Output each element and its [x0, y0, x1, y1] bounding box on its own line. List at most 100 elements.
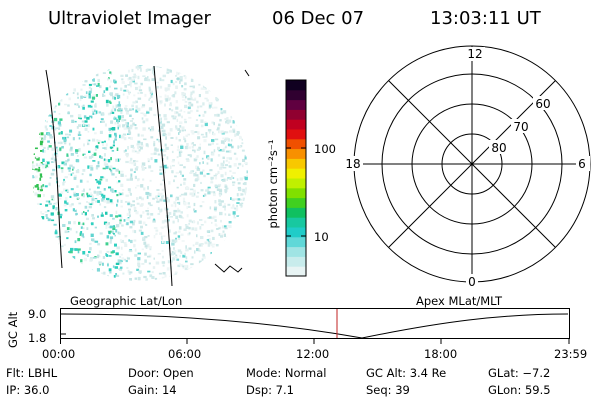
image-pixel	[181, 85, 184, 88]
image-pixel	[22, 123, 24, 125]
image-pixel	[173, 273, 176, 276]
image-pixel	[216, 79, 219, 82]
image-pixel	[252, 271, 254, 274]
image-pixel	[226, 280, 229, 281]
image-pixel	[198, 244, 202, 247]
image-pixel	[102, 262, 104, 266]
image-pixel	[183, 181, 186, 186]
image-pixel	[35, 85, 39, 87]
image-pixel	[65, 261, 69, 264]
image-pixel	[95, 73, 99, 77]
image-pixel	[160, 226, 164, 229]
image-pixel	[181, 115, 183, 119]
image-pixel	[233, 60, 235, 62]
image-pixel	[250, 286, 253, 288]
image-pixel	[136, 151, 140, 154]
image-pixel	[157, 195, 160, 198]
image-pixel	[173, 201, 177, 204]
image-pixel	[228, 270, 232, 273]
image-pixel	[188, 101, 192, 106]
image-pixel	[172, 276, 175, 279]
image-pixel	[229, 157, 232, 160]
image-pixel	[162, 272, 166, 275]
image-pixel	[213, 174, 217, 177]
image-pixel	[232, 120, 235, 124]
image-pixel	[127, 146, 129, 150]
image-pixel	[195, 171, 197, 174]
image-pixel	[113, 79, 116, 83]
image-pixel	[134, 277, 137, 280]
image-pixel	[78, 148, 81, 152]
image-pixel	[35, 77, 39, 81]
image-pixel	[242, 158, 246, 162]
image-pixel	[134, 167, 138, 171]
image-pixel	[232, 74, 234, 76]
image-pixel	[72, 256, 76, 260]
image-pixel	[244, 109, 248, 112]
image-pixel	[84, 127, 88, 131]
image-pixel	[129, 283, 131, 286]
image-pixel	[45, 242, 48, 245]
image-pixel	[90, 233, 94, 237]
image-pixel	[115, 158, 118, 162]
image-pixel	[135, 100, 138, 104]
image-pixel	[247, 138, 248, 141]
image-pixel	[32, 271, 33, 275]
image-pixel	[26, 214, 29, 217]
image-pixel	[246, 89, 248, 91]
image-pixel	[255, 231, 257, 234]
image-pixel	[226, 243, 230, 246]
image-pixel	[219, 189, 223, 193]
image-pixel	[145, 118, 149, 122]
image-pixel	[232, 88, 235, 92]
image-pixel	[42, 184, 45, 187]
image-pixel	[125, 111, 129, 115]
image-pixel	[192, 244, 195, 247]
image-pixel	[23, 217, 26, 219]
image-pixel	[116, 283, 119, 285]
image-pixel	[255, 121, 257, 124]
image-pixel	[186, 159, 190, 162]
image-pixel	[180, 183, 182, 186]
image-pixel	[60, 191, 64, 195]
image-pixel	[87, 130, 90, 133]
image-pixel	[189, 172, 193, 174]
image-pixel	[23, 105, 26, 107]
image-pixel	[137, 262, 141, 267]
image-pixel	[86, 69, 89, 72]
image-pixel	[42, 245, 45, 248]
image-pixel	[236, 215, 240, 217]
image-pixel	[228, 249, 231, 252]
image-pixel	[224, 184, 227, 186]
image-pixel	[210, 191, 214, 194]
image-pixel	[244, 221, 247, 224]
image-pixel	[142, 127, 146, 131]
image-pixel	[43, 88, 46, 91]
image-pixel	[51, 156, 56, 160]
image-pixel	[168, 211, 172, 215]
image-pixel	[237, 198, 241, 201]
image-pixel	[252, 158, 255, 161]
image-pixel	[241, 193, 244, 196]
image-pixel	[23, 185, 25, 187]
image-pixel	[174, 271, 178, 274]
image-pixel	[168, 181, 171, 185]
image-pixel	[200, 133, 204, 136]
image-pixel	[180, 172, 182, 175]
image-pixel	[243, 114, 247, 117]
image-pixel	[36, 71, 39, 75]
image-pixel	[220, 162, 224, 166]
image-pixel	[65, 202, 69, 205]
image-pixel	[249, 155, 252, 157]
image-pixel	[137, 265, 141, 268]
image-pixel	[68, 134, 71, 136]
image-pixel	[168, 97, 171, 100]
image-pixel	[70, 258, 72, 261]
image-pixel	[174, 203, 177, 208]
image-pixel	[131, 79, 135, 82]
image-pixel	[249, 183, 252, 186]
image-pixel	[229, 267, 232, 271]
image-pixel	[212, 192, 216, 197]
image-pixel	[91, 108, 95, 112]
image-pixel	[132, 222, 135, 226]
